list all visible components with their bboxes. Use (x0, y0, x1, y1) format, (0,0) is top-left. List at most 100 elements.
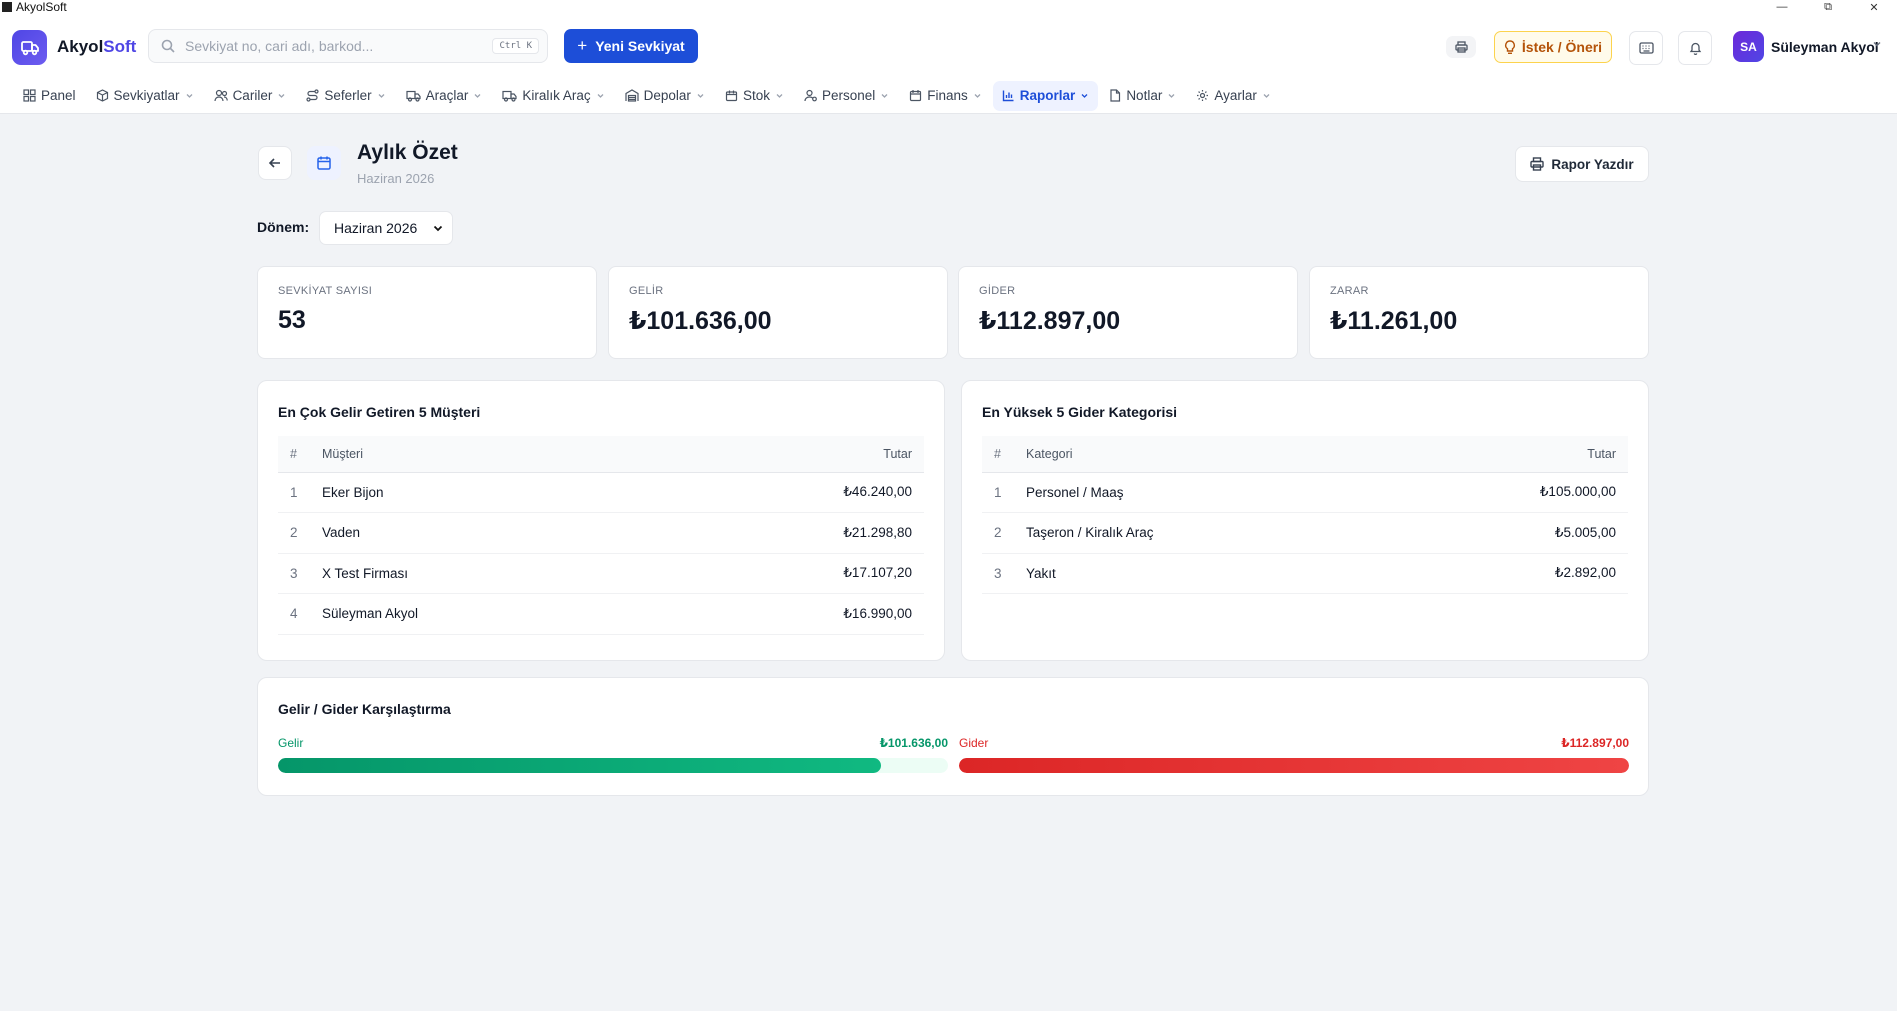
nav-item-personel[interactable]: Personel (795, 81, 898, 111)
table-row: 1 Eker Bijon ₺46.240,00 (278, 472, 924, 513)
grid-icon (23, 89, 36, 102)
row-name: Vaden (322, 512, 650, 554)
column-header: Kategori (1026, 436, 1382, 473)
search-icon (161, 39, 175, 53)
chevron-down-icon (277, 91, 286, 100)
row-index: 4 (278, 593, 322, 635)
note-icon (1109, 89, 1121, 102)
stat-card-income: GELİR ₺101.636,00 (608, 266, 948, 359)
nav-item-label: Ayarlar (1214, 88, 1257, 103)
row-amount: ₺105.000,00 (1381, 472, 1628, 513)
nav-item-depolar[interactable]: Depolar (616, 81, 714, 111)
user-name[interactable]: Süleyman Akyol (1771, 39, 1879, 55)
income-value: ₺101.636,00 (879, 736, 948, 750)
search-input[interactable] (185, 38, 485, 54)
column-header: Tutar (1381, 436, 1628, 473)
chevron-down-icon (377, 91, 386, 100)
chevron-down-icon (1080, 91, 1089, 100)
chevron-down-icon[interactable] (1872, 39, 1882, 49)
stat-value: 53 (278, 306, 306, 334)
row-index: 1 (982, 472, 1026, 513)
restore-icon[interactable]: ⧉ (1824, 0, 1832, 13)
printer-status-button[interactable] (1446, 36, 1476, 58)
row-index: 3 (278, 553, 322, 594)
nav-item-label: Depolar (643, 88, 691, 103)
expense-bar-track (959, 758, 1629, 773)
new-shipment-label: Yeni Sevkiyat (595, 38, 685, 54)
logo-text[interactable]: AkyolSoft (57, 37, 137, 56)
lightbulb-icon (1504, 39, 1515, 54)
chevron-down-icon (1262, 91, 1271, 100)
truck-icon (502, 90, 517, 102)
row-index: 2 (982, 512, 1026, 554)
stat-label: GİDER (979, 285, 1016, 297)
row-amount: ₺16.990,00 (649, 593, 924, 635)
nav-item-araçlar[interactable]: Araçlar (397, 81, 492, 111)
stat-label: ZARAR (1330, 285, 1369, 297)
income-label: Gelir (278, 736, 304, 750)
nav-item-stok[interactable]: Stok (716, 81, 793, 111)
search-shortcut: Ctrl K (492, 38, 539, 54)
chevron-down-icon (973, 91, 982, 100)
calendar-icon (307, 146, 341, 180)
table-row: 3 Yakıt ₺2.892,00 (982, 553, 1628, 594)
row-amount: ₺46.240,00 (649, 472, 924, 513)
nav-item-notlar[interactable]: Notlar (1100, 81, 1185, 111)
new-shipment-button[interactable]: + Yeni Sevkiyat (564, 29, 698, 63)
nav-item-raporlar[interactable]: Raporlar (992, 80, 1099, 111)
notifications-button[interactable] (1678, 31, 1712, 65)
expense-label: Gider (959, 736, 989, 750)
column-header: Tutar (649, 436, 924, 473)
plus-icon: + (577, 36, 588, 55)
table-row: 1 Personel / Maaş ₺105.000,00 (982, 472, 1628, 513)
print-report-button[interactable]: Rapor Yazdır (1515, 146, 1649, 182)
suggestion-label: İstek / Öneri (1521, 39, 1603, 55)
row-amount: ₺5.005,00 (1381, 512, 1628, 554)
app-header: AkyolSoft Ctrl K + Yeni Sevkiyat İstek /… (0, 14, 1897, 78)
bar-chart-icon (1002, 89, 1015, 102)
avatar[interactable]: SA (1733, 31, 1764, 62)
row-index: 3 (982, 553, 1026, 594)
search-box[interactable]: Ctrl K (148, 29, 548, 63)
nav-item-sevkiyatlar[interactable]: Sevkiyatlar (87, 81, 203, 111)
period-select[interactable]: Haziran 2026 (319, 211, 453, 245)
table-row: 4 Süleyman Akyol ₺16.990,00 (278, 593, 924, 635)
suggestion-button[interactable]: İstek / Öneri (1494, 31, 1612, 63)
stat-value: ₺11.261,00 (1330, 307, 1458, 335)
row-name: Personel / Maaş (1026, 472, 1382, 513)
table-row: 2 Taşeron / Kiralık Araç ₺5.005,00 (982, 512, 1628, 554)
nav-item-panel[interactable]: Panel (14, 81, 85, 111)
nav-item-finans[interactable]: Finans (900, 81, 991, 111)
nav-item-label: Stok (742, 88, 770, 103)
chevron-down-icon (880, 91, 889, 100)
nav-item-label: Personel (821, 88, 876, 103)
income-bar-track (278, 758, 948, 773)
back-button[interactable] (258, 146, 292, 180)
nav-item-ayarlar[interactable]: Ayarlar (1187, 81, 1280, 111)
nav-item-label: Seferler (324, 88, 372, 103)
close-icon[interactable]: ✕ (1869, 1, 1879, 14)
row-amount: ₺17.107,20 (649, 553, 924, 594)
row-name: Süleyman Akyol (322, 593, 650, 635)
column-header: # (278, 436, 322, 473)
chevron-down-icon (775, 91, 784, 100)
main-nav: Panel Sevkiyatlar Cariler Seferler Araçlar Ki… (0, 78, 1897, 114)
box-icon (96, 89, 109, 102)
print-report-label: Rapor Yazdır (1551, 156, 1634, 172)
nav-item-label: Araçlar (425, 88, 469, 103)
stat-card-shipment-count: SEVKİYAT SAYISI 53 (257, 266, 597, 359)
panel-title: En Çok Gelir Getiren 5 Müşteri (278, 404, 481, 420)
minimize-icon[interactable]: — (1776, 1, 1788, 13)
nav-item-label: Finans (927, 88, 968, 103)
chevron-down-icon (696, 91, 705, 100)
stat-label: GELİR (629, 285, 664, 297)
keyboard-shortcuts-button[interactable] (1629, 31, 1663, 65)
chevron-down-icon (473, 91, 482, 100)
logo-icon[interactable] (12, 30, 47, 65)
nav-item-cariler[interactable]: Cariler (205, 81, 296, 111)
truck-icon (406, 90, 421, 102)
nav-item-seferler[interactable]: Seferler (297, 81, 394, 111)
nav-item-kiralık-araç[interactable]: Kiralık Araç (493, 81, 613, 111)
row-index: 2 (278, 512, 322, 554)
printer-icon (1454, 41, 1468, 53)
